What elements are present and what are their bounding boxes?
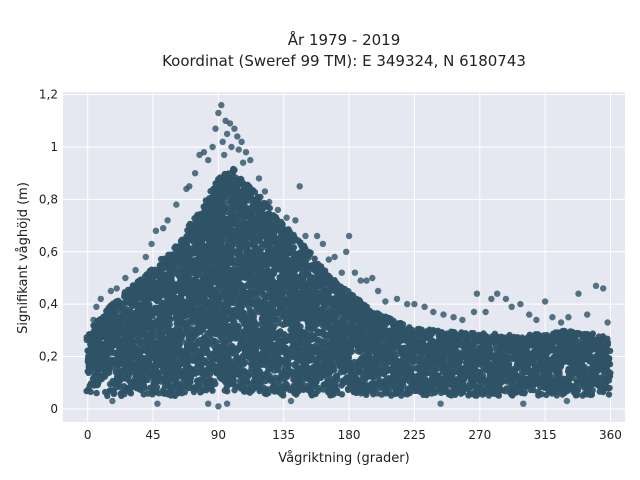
data-point <box>212 380 219 388</box>
data-point <box>144 376 151 383</box>
data-point <box>104 392 111 399</box>
data-points <box>83 101 614 410</box>
data-point <box>149 311 157 318</box>
chart-title-line2: Koordinat (Sweref 99 TM): E 349324, N 61… <box>162 52 526 70</box>
data-point <box>241 359 249 366</box>
data-point <box>127 390 135 397</box>
data-point <box>284 362 291 370</box>
chart-title-line1: År 1979 - 2019 <box>288 30 401 49</box>
data-point <box>297 323 304 330</box>
data-point <box>266 204 273 212</box>
data-point <box>290 244 298 251</box>
data-point <box>231 166 238 174</box>
data-point <box>166 321 173 328</box>
data-point <box>129 337 136 344</box>
data-point <box>283 373 291 381</box>
data-point <box>311 255 318 262</box>
data-point <box>93 389 100 397</box>
data-point <box>224 388 231 395</box>
data-point <box>186 377 194 384</box>
data-point <box>257 193 264 201</box>
data-point <box>125 373 132 380</box>
data-point <box>141 385 149 392</box>
data-point <box>280 392 287 399</box>
data-point <box>87 388 94 395</box>
data-point <box>306 251 313 258</box>
data-point <box>149 326 157 333</box>
data-point <box>110 390 118 397</box>
data-point <box>209 387 216 394</box>
data-point <box>145 302 153 310</box>
data-point <box>105 369 113 376</box>
data-point <box>280 290 287 297</box>
